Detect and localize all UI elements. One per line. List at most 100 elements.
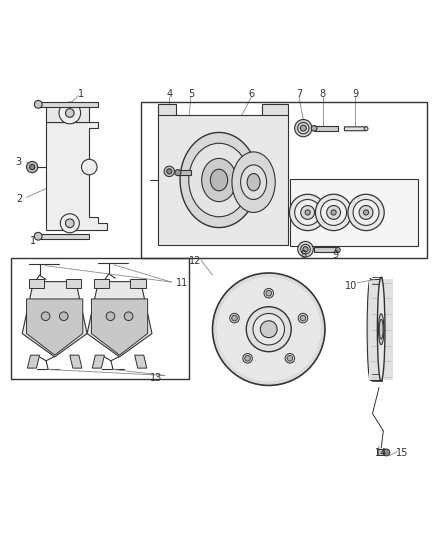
Circle shape (175, 169, 181, 176)
Text: 10: 10 (345, 281, 357, 291)
Text: 1: 1 (30, 237, 36, 246)
Circle shape (81, 159, 97, 175)
Text: 9: 9 (333, 250, 339, 260)
Circle shape (230, 313, 239, 323)
Polygon shape (159, 115, 288, 245)
Circle shape (311, 126, 317, 131)
Text: 11: 11 (176, 278, 188, 288)
Circle shape (59, 102, 81, 124)
Text: 2: 2 (16, 195, 22, 205)
Bar (377, 449, 386, 455)
Circle shape (260, 321, 277, 337)
Polygon shape (314, 247, 338, 252)
Bar (11, 258, 189, 379)
Polygon shape (314, 126, 338, 131)
Circle shape (290, 195, 326, 231)
Polygon shape (178, 171, 191, 175)
Polygon shape (134, 355, 147, 368)
Circle shape (383, 449, 390, 456)
Circle shape (301, 206, 314, 220)
Ellipse shape (189, 143, 249, 217)
Circle shape (300, 316, 306, 321)
Circle shape (285, 353, 295, 363)
Circle shape (364, 210, 369, 215)
Bar (28, 279, 44, 288)
Circle shape (305, 210, 310, 215)
Polygon shape (27, 299, 83, 355)
Circle shape (359, 206, 373, 220)
Polygon shape (22, 281, 87, 357)
Bar (131, 279, 145, 288)
Text: 9: 9 (352, 90, 358, 99)
Text: 15: 15 (396, 448, 408, 458)
Circle shape (364, 127, 368, 131)
Circle shape (212, 273, 325, 385)
Text: 7: 7 (296, 90, 302, 99)
Circle shape (106, 312, 115, 320)
Polygon shape (92, 299, 148, 355)
Circle shape (60, 312, 68, 320)
Ellipse shape (378, 277, 385, 381)
Circle shape (327, 206, 340, 220)
Ellipse shape (180, 132, 258, 228)
Ellipse shape (240, 165, 267, 199)
Polygon shape (46, 122, 106, 230)
Circle shape (232, 316, 237, 321)
Circle shape (264, 288, 273, 298)
Polygon shape (159, 104, 176, 119)
Circle shape (253, 313, 284, 345)
Circle shape (27, 161, 38, 173)
Polygon shape (70, 355, 82, 368)
Ellipse shape (367, 279, 374, 380)
Circle shape (34, 232, 42, 240)
Circle shape (331, 210, 336, 215)
Polygon shape (262, 104, 288, 119)
Circle shape (303, 247, 308, 252)
Circle shape (315, 195, 352, 231)
Circle shape (164, 166, 174, 176)
Ellipse shape (378, 314, 384, 345)
Text: 3: 3 (15, 157, 21, 167)
Circle shape (124, 312, 133, 320)
Circle shape (336, 247, 340, 252)
Polygon shape (370, 279, 393, 380)
Circle shape (41, 312, 50, 320)
Ellipse shape (202, 158, 236, 201)
Text: 14: 14 (375, 448, 387, 458)
Circle shape (298, 241, 313, 257)
Circle shape (287, 356, 293, 361)
Circle shape (34, 100, 42, 108)
Circle shape (246, 306, 291, 352)
Polygon shape (46, 107, 89, 122)
Text: 12: 12 (189, 256, 201, 266)
Circle shape (298, 313, 308, 323)
Ellipse shape (247, 174, 260, 191)
Circle shape (66, 219, 74, 228)
Circle shape (245, 356, 251, 361)
Circle shape (353, 199, 379, 225)
Circle shape (167, 169, 172, 174)
Circle shape (321, 199, 346, 225)
Text: 8: 8 (320, 90, 326, 99)
Text: 8: 8 (300, 250, 307, 260)
Polygon shape (37, 233, 89, 239)
Polygon shape (87, 281, 152, 357)
Circle shape (348, 195, 384, 231)
Bar (93, 279, 109, 288)
Bar (290, 179, 418, 246)
Text: 4: 4 (166, 90, 172, 99)
Text: 5: 5 (188, 90, 194, 99)
Circle shape (298, 123, 309, 134)
Polygon shape (28, 355, 39, 368)
Circle shape (60, 214, 79, 233)
Text: 1: 1 (78, 88, 84, 99)
Bar (141, 102, 427, 258)
Text: 13: 13 (150, 373, 162, 383)
Circle shape (300, 125, 306, 131)
Circle shape (30, 165, 35, 169)
Text: 6: 6 (248, 90, 254, 99)
Ellipse shape (379, 319, 383, 339)
Polygon shape (92, 355, 104, 368)
Circle shape (295, 119, 312, 137)
Polygon shape (344, 127, 367, 131)
